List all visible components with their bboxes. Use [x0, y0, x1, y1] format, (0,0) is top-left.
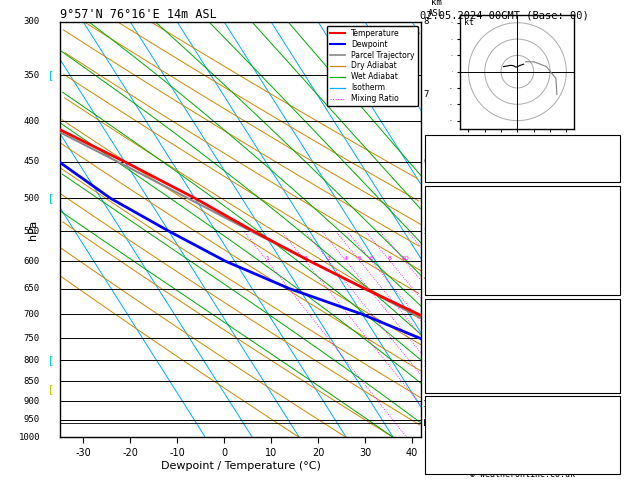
- Text: 4.14: 4.14: [594, 170, 616, 179]
- Text: 800: 800: [24, 356, 40, 365]
- Text: 600: 600: [24, 257, 40, 265]
- Text: 700: 700: [24, 310, 40, 319]
- Text: [: [: [49, 193, 53, 203]
- Text: LCL: LCL: [423, 419, 440, 428]
- Text: 950: 950: [24, 415, 40, 424]
- Bar: [425, 299, 620, 393]
- Text: Lifted Index: Lifted Index: [428, 252, 493, 260]
- Text: 357: 357: [599, 236, 616, 245]
- Text: CAPE (J): CAPE (J): [428, 364, 472, 374]
- Text: θᵉ (K): θᵉ (K): [428, 333, 460, 342]
- Text: © weatheronline.co.uk: © weatheronline.co.uk: [470, 470, 574, 479]
- Text: 357: 357: [599, 333, 616, 342]
- Text: StmSpd (kt): StmSpd (kt): [428, 462, 487, 471]
- Text: 10: 10: [401, 256, 409, 261]
- Text: CIN (J): CIN (J): [428, 283, 466, 292]
- Text: -3: -3: [605, 349, 616, 358]
- Text: 19: 19: [605, 139, 616, 148]
- Bar: [425, 186, 620, 295]
- Text: kt: kt: [464, 18, 474, 27]
- Text: 650: 650: [24, 284, 40, 293]
- Text: Most Unstable: Most Unstable: [487, 302, 557, 311]
- Text: 350: 350: [24, 70, 40, 80]
- Text: 3: 3: [423, 315, 428, 324]
- Text: 4: 4: [344, 256, 348, 261]
- Text: SREH: SREH: [428, 431, 450, 440]
- Text: 8: 8: [423, 17, 428, 26]
- Text: Hodograph: Hodograph: [498, 399, 546, 408]
- Text: 7: 7: [423, 90, 428, 99]
- Text: 750: 750: [24, 333, 40, 343]
- Text: -3: -3: [605, 252, 616, 260]
- Text: 1005: 1005: [594, 318, 616, 327]
- Text: 3: 3: [327, 256, 331, 261]
- Text: 300: 300: [24, 17, 40, 26]
- Text: 41: 41: [605, 283, 616, 292]
- Text: 6: 6: [423, 157, 428, 166]
- Text: 2: 2: [423, 360, 428, 369]
- Text: 24.5: 24.5: [594, 220, 616, 229]
- Bar: [425, 396, 620, 474]
- Text: 02.05.2024 00GMT (Base: 00): 02.05.2024 00GMT (Base: 00): [420, 11, 589, 21]
- Text: 838: 838: [599, 364, 616, 374]
- Text: 500: 500: [24, 194, 40, 203]
- Text: EH: EH: [428, 415, 439, 424]
- Text: 838: 838: [599, 267, 616, 276]
- Text: Lifted Index: Lifted Index: [428, 349, 493, 358]
- Text: Surface: Surface: [503, 189, 541, 198]
- Text: 1: 1: [423, 400, 428, 409]
- Text: CIN (J): CIN (J): [428, 380, 466, 389]
- Bar: [425, 136, 620, 182]
- Text: [: [: [49, 355, 53, 365]
- Text: km
ASL: km ASL: [428, 0, 444, 17]
- X-axis label: Dewpoint / Temperature (°C): Dewpoint / Temperature (°C): [160, 461, 321, 470]
- Text: 110°: 110°: [594, 446, 616, 455]
- Text: 5: 5: [358, 256, 362, 261]
- Text: 2: 2: [303, 256, 308, 261]
- Text: Totals Totals: Totals Totals: [428, 155, 498, 163]
- Text: 1: 1: [265, 256, 269, 261]
- Text: Dewp (°C): Dewp (°C): [428, 220, 477, 229]
- Text: StmDir: StmDir: [428, 446, 460, 455]
- Text: 36: 36: [605, 155, 616, 163]
- Text: [: [: [49, 384, 53, 394]
- Text: 450: 450: [24, 157, 40, 166]
- Text: 6: 6: [369, 256, 374, 261]
- Text: K: K: [428, 139, 434, 148]
- Text: Temp (°C): Temp (°C): [428, 205, 477, 214]
- Text: θᵉ(K): θᵉ(K): [428, 236, 455, 245]
- Text: 400: 400: [24, 117, 40, 126]
- Text: 4: 4: [423, 274, 428, 282]
- Text: 9°57'N 76°16'E 14m ASL: 9°57'N 76°16'E 14m ASL: [60, 8, 216, 21]
- Text: Mixing Ratio (g/kg): Mixing Ratio (g/kg): [451, 190, 460, 269]
- Text: 8: 8: [388, 256, 392, 261]
- Text: 850: 850: [24, 377, 40, 386]
- Text: [: [: [49, 70, 53, 80]
- Text: Pressure (mb): Pressure (mb): [428, 318, 498, 327]
- Text: hPa: hPa: [28, 220, 38, 240]
- Text: 45: 45: [605, 431, 616, 440]
- Text: 29: 29: [605, 415, 616, 424]
- Text: 27.7: 27.7: [594, 205, 616, 214]
- Text: 900: 900: [24, 397, 40, 405]
- Text: 9: 9: [610, 462, 616, 471]
- Text: CAPE (J): CAPE (J): [428, 267, 472, 276]
- Text: 550: 550: [24, 226, 40, 236]
- Text: 41: 41: [605, 380, 616, 389]
- Text: 1000: 1000: [18, 433, 40, 442]
- Legend: Temperature, Dewpoint, Parcel Trajectory, Dry Adiabat, Wet Adiabat, Isotherm, Mi: Temperature, Dewpoint, Parcel Trajectory…: [326, 26, 418, 106]
- Text: PW (cm): PW (cm): [428, 170, 466, 179]
- Text: 5: 5: [423, 226, 428, 236]
